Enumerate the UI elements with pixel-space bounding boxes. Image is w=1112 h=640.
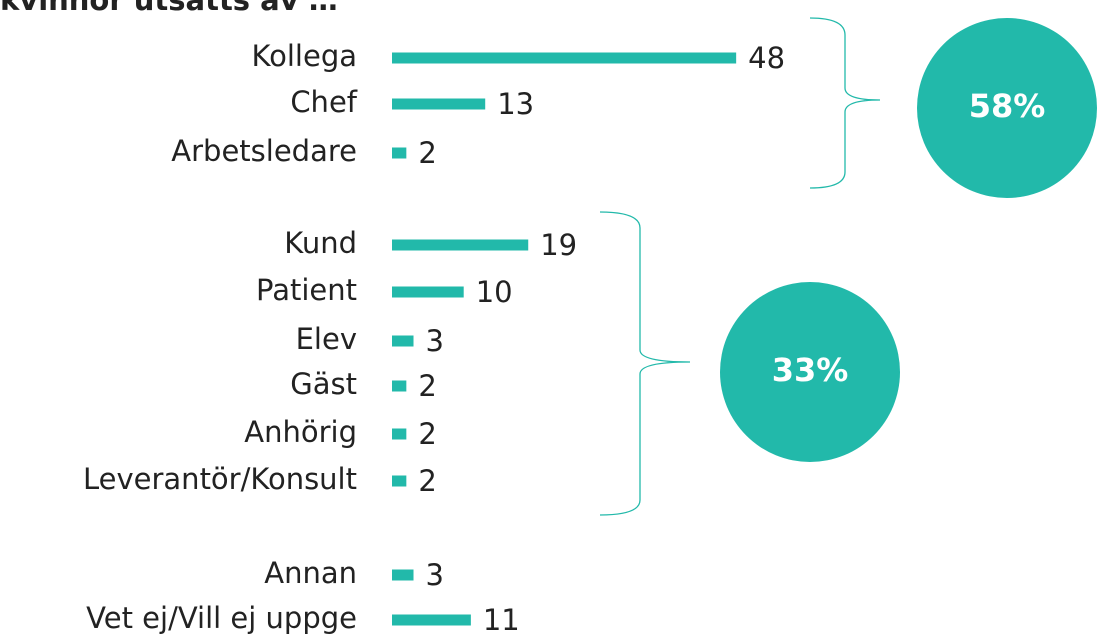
share-bubble bbox=[720, 282, 900, 462]
category-label: Kollega bbox=[252, 39, 357, 73]
share-label: 58% bbox=[969, 87, 1046, 125]
value-label: 3 bbox=[426, 558, 444, 592]
bar bbox=[392, 475, 407, 487]
value-label: 2 bbox=[418, 417, 436, 451]
bar bbox=[392, 147, 407, 159]
category-label: Patient bbox=[256, 273, 357, 307]
value-label: 3 bbox=[426, 324, 444, 358]
category-label: Arbetsledare bbox=[171, 134, 357, 168]
bar bbox=[392, 335, 414, 347]
bar bbox=[392, 286, 464, 298]
category-label: Leverantör/Konsult bbox=[83, 462, 357, 496]
category-label: Anhörig bbox=[244, 415, 357, 449]
bracket bbox=[599, 211, 691, 516]
bar bbox=[392, 614, 471, 626]
value-label: 11 bbox=[483, 603, 520, 637]
category-label: Annan bbox=[264, 556, 357, 590]
value-label: 10 bbox=[476, 275, 513, 309]
bar bbox=[392, 428, 407, 440]
value-label: 2 bbox=[418, 369, 436, 403]
category-label: Gäst bbox=[290, 367, 357, 401]
value-label: 13 bbox=[497, 87, 534, 121]
value-label: 19 bbox=[540, 228, 577, 262]
share-label: 33% bbox=[772, 351, 849, 389]
category-label: Kund bbox=[284, 226, 357, 260]
category-label: Chef bbox=[290, 85, 357, 119]
bar bbox=[392, 569, 414, 581]
value-label: 2 bbox=[418, 136, 436, 170]
bracket bbox=[809, 17, 881, 189]
bar bbox=[392, 98, 486, 110]
chart-title: kvinnor utsatts av … bbox=[0, 0, 338, 17]
category-label: Vet ej/Vill ej uppge bbox=[86, 601, 357, 635]
value-label: 48 bbox=[748, 41, 785, 75]
share-bubble bbox=[917, 18, 1097, 198]
bar bbox=[392, 239, 529, 251]
bar bbox=[392, 52, 737, 64]
bar bbox=[392, 380, 407, 392]
category-label: Elev bbox=[296, 322, 357, 356]
value-label: 2 bbox=[418, 464, 436, 498]
